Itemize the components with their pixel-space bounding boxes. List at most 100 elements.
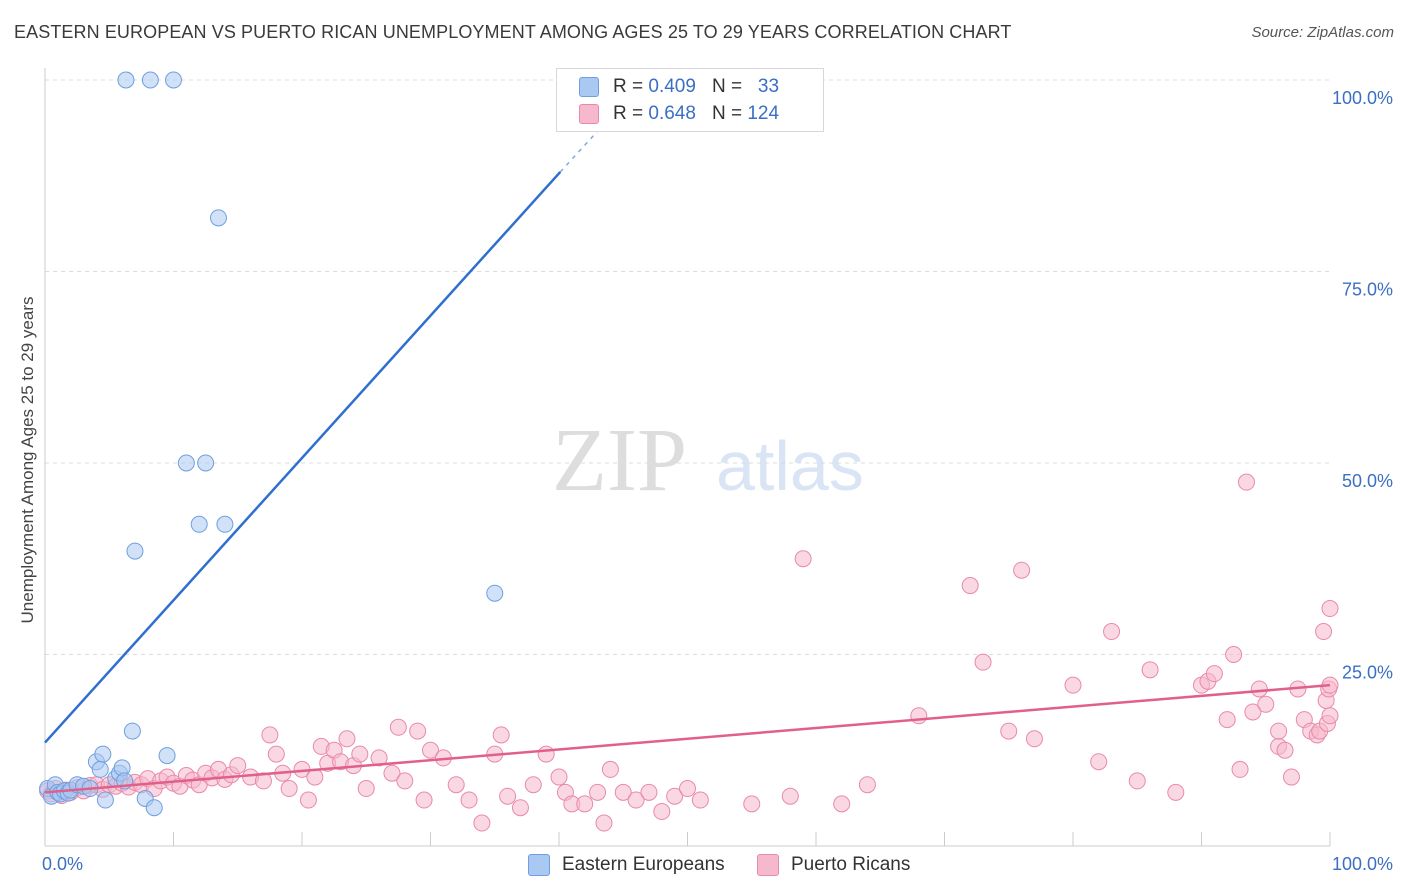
puerto-rican-point: [1321, 707, 1339, 725]
puerto-rican-point: [974, 653, 992, 671]
puerto-rican-point: [743, 795, 761, 813]
puerto-rican-point: [910, 707, 928, 725]
eastern-european-point: [141, 71, 159, 89]
puerto-rican-point: [1090, 753, 1108, 771]
puerto-rican-trend-line: [44, 683, 1331, 794]
puerto-rican-point: [370, 749, 388, 767]
eastern-european-point: [96, 791, 114, 809]
legend-item-eastern-europeans: Eastern Europeans: [528, 852, 725, 878]
legend-n-label: N =: [711, 103, 743, 124]
puerto-rican-point: [1250, 680, 1268, 698]
y-tick-label: 100.0%: [1332, 88, 1393, 108]
puerto-rican-point: [1225, 646, 1243, 663]
puerto-rican-point: [499, 787, 517, 805]
puerto-rican-point: [653, 803, 671, 821]
puerto-rican-point: [537, 745, 555, 763]
legend-row-blue: R = 0.409 N = 33: [579, 75, 779, 99]
puerto-rican-point: [261, 726, 279, 744]
eastern-european-point: [126, 542, 144, 560]
eastern-european-point: [190, 515, 208, 533]
legend-r-label: R =: [613, 76, 644, 97]
puerto-rican-point: [614, 783, 632, 801]
puerto-rican-point: [1128, 772, 1146, 790]
legend-swatch-pink: [579, 104, 599, 124]
puerto-rican-point: [1315, 623, 1333, 641]
source-credit: Source: ZipAtlas.com: [1251, 24, 1394, 41]
watermark-atlas: atlas: [716, 427, 864, 505]
tick-labels: 25.0% 50.0% 75.0% 100.0% 0.0% 100.0%: [42, 88, 1393, 874]
y-tick-label: 75.0%: [1342, 280, 1393, 300]
puerto-rican-point: [1167, 783, 1185, 801]
puerto-rican-point: [961, 577, 979, 595]
eastern-european-point: [165, 71, 182, 89]
eastern-european-point: [123, 722, 141, 740]
puerto-rican-point: [1282, 768, 1300, 786]
puerto-rican-point: [351, 745, 369, 763]
puerto-rican-point: [627, 791, 645, 809]
eastern-european-point: [197, 454, 215, 472]
legend-r-label: R =: [613, 103, 644, 124]
stats-legend: R = 0.409 N = 33 R = 0.648 N = 124: [556, 68, 824, 132]
puerto-rican-point: [524, 776, 542, 794]
eastern-european-point: [117, 71, 135, 89]
watermark-zip: ZIP: [552, 411, 687, 510]
y-tick-label: 50.0%: [1342, 471, 1393, 491]
puerto-rican-point: [1244, 703, 1262, 721]
trend-lines: [44, 129, 1331, 794]
puerto-rican-point: [357, 780, 375, 798]
puerto-rican-point: [589, 783, 607, 801]
legend-label-pink: Puerto Ricans: [791, 854, 911, 875]
puerto-rican-point: [422, 741, 439, 759]
eastern-european-point: [145, 799, 163, 817]
puerto-rican-point: [679, 780, 696, 798]
puerto-rican-point: [1276, 741, 1294, 759]
legend-swatch-blue: [528, 854, 550, 876]
puerto-rican-point: [511, 799, 529, 817]
puerto-rican-point: [473, 814, 491, 832]
legend-swatch-pink: [757, 854, 779, 876]
puerto-rican-point: [460, 791, 478, 809]
x-tick-label: 0.0%: [42, 854, 83, 874]
x-tick-label: 100.0%: [1332, 854, 1393, 874]
puerto-rican-point: [415, 791, 433, 809]
legend-n-value: 33: [757, 76, 780, 97]
puerto-rican-point: [1064, 676, 1082, 694]
eastern-european-point: [91, 760, 109, 778]
eastern-european-trend-line: [44, 171, 562, 744]
puerto-rican-point: [550, 768, 568, 786]
puerto-rican-point: [1000, 722, 1018, 740]
y-tick-label: 25.0%: [1342, 663, 1393, 683]
puerto-rican-point: [1237, 473, 1255, 491]
eastern-european-point: [177, 454, 195, 472]
puerto-rican-point: [595, 814, 613, 832]
chart-title: EASTERN EUROPEAN VS PUERTO RICAN UNEMPLO…: [14, 22, 1012, 42]
puerto-rican-point: [492, 726, 510, 744]
legend-n-value: 124: [747, 103, 780, 124]
eastern-european-point: [94, 745, 112, 763]
grid-lines: [45, 79, 1330, 655]
puerto-rican-point: [1270, 722, 1288, 740]
legend-r-value: 0.409: [648, 76, 696, 97]
puerto-rican-point: [601, 760, 619, 778]
puerto-rican-point: [576, 795, 594, 813]
puerto-rican-point: [229, 757, 247, 775]
puerto-rican-point: [1321, 600, 1339, 618]
puerto-rican-point: [666, 787, 684, 805]
puerto-rican-point: [1103, 623, 1121, 641]
puerto-rican-point: [691, 791, 709, 809]
puerto-rican-point: [280, 780, 298, 798]
puerto-rican-point: [858, 776, 876, 794]
eastern-european-point: [216, 515, 234, 533]
puerto-rican-point: [299, 791, 317, 809]
eastern-european-trend-extension: [559, 129, 600, 173]
puerto-rican-point: [383, 764, 401, 782]
puerto-rican-point: [781, 787, 799, 805]
puerto-rican-point: [338, 730, 356, 748]
legend-label-blue: Eastern Europeans: [562, 854, 725, 875]
eastern-european-point: [486, 584, 504, 602]
puerto-rican-point: [447, 776, 465, 794]
puerto-rican-point: [396, 772, 414, 790]
puerto-rican-point: [1013, 561, 1031, 579]
puerto-rican-point: [409, 722, 427, 740]
